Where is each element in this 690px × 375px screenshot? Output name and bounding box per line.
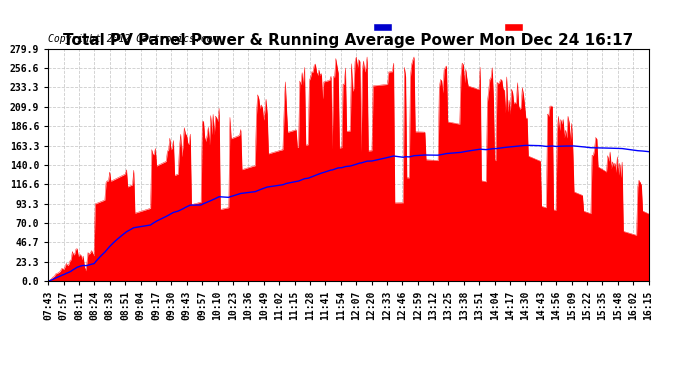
Text: Copyright 2012 Cartronics.com: Copyright 2012 Cartronics.com — [48, 34, 219, 44]
Title: Total PV Panel Power & Running Average Power Mon Dec 24 16:17: Total PV Panel Power & Running Average P… — [63, 33, 633, 48]
Legend: Average (DC Watts), PV Panels (DC Watts): Average (DC Watts), PV Panels (DC Watts) — [373, 22, 644, 32]
